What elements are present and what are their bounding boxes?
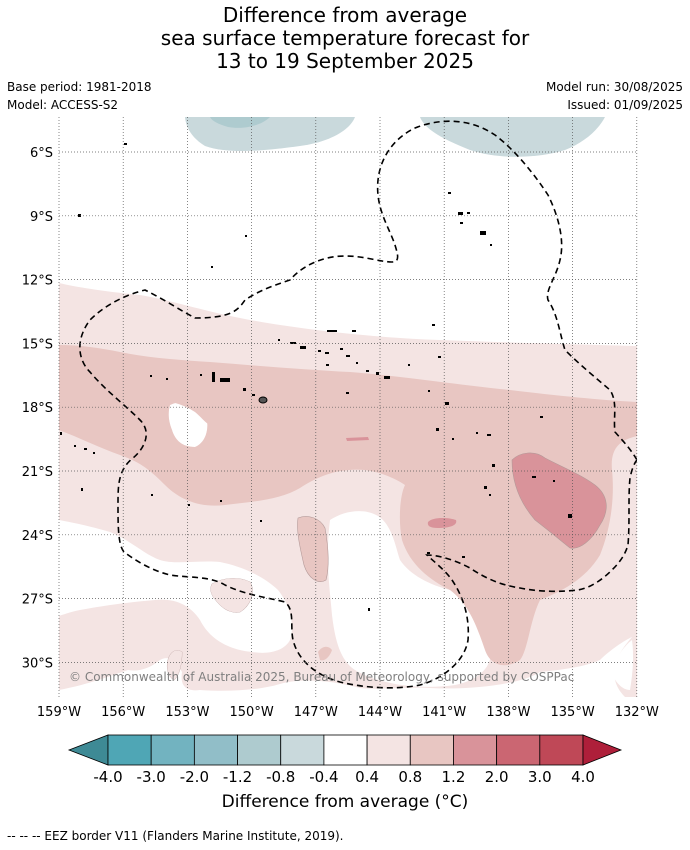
meta-right: Model run: 30/08/2025 Issued: 01/09/2025 <box>546 78 683 114</box>
lat-label: 12°S <box>22 274 53 289</box>
colorbar-tick: -2.0 <box>180 768 209 786</box>
latitude-labels: 6°S 9°S 12°S 15°S 18°S 21°S 24°S 27°S 30°S <box>22 146 53 671</box>
colorbar-bin <box>193 734 238 766</box>
graticule <box>58 117 638 697</box>
colorbar-bin <box>453 734 498 766</box>
longitude-labels: 159°W 156°W 153°W 150°W 147°W 144°W 141°W 138°W… <box>37 705 659 720</box>
cool-anomaly-region-east <box>420 117 605 157</box>
colorbar-extend-low <box>67 734 109 766</box>
lon-label: 153°W <box>165 705 209 720</box>
neutral-zone-central <box>327 511 491 687</box>
model-run: Model run: 30/08/2025 <box>545 80 683 94</box>
colorbar-bin <box>496 734 541 766</box>
colorbar-tick: -4.0 <box>93 768 122 786</box>
colorbar-bin <box>107 734 152 766</box>
lat-label: 27°S <box>22 593 53 608</box>
issued-date: Issued: 01/09/2025 <box>567 98 683 112</box>
lat-label: 21°S <box>22 465 53 480</box>
eez-border <box>79 120 637 689</box>
colorbar-tick: 0.4 <box>355 768 379 786</box>
lat-label: 6°S <box>30 146 53 161</box>
title-line-3: 13 to 19 September 2025 <box>216 49 474 73</box>
colorbar-bin <box>237 734 282 766</box>
copyright-text: © Commonwealth of Australia 2025, Bureau… <box>69 670 574 684</box>
colorbar-bin <box>150 734 195 766</box>
warm-anomaly-isolated-1 <box>297 516 329 582</box>
lon-label: 144°W <box>358 705 402 720</box>
colorbar-tick: 4.0 <box>571 768 595 786</box>
colorbar-tick: -3.0 <box>137 768 166 786</box>
lon-label: 141°W <box>422 705 466 720</box>
title-line-2: sea surface temperature forecast for <box>160 26 530 50</box>
lon-label: 138°W <box>486 705 530 720</box>
warm-anomaly-mid <box>59 345 637 666</box>
lat-label: 30°S <box>22 656 53 671</box>
footnote-eez: -- -- -- EEZ border V11 (Flanders Marine… <box>7 829 344 843</box>
meta-left: Base period: 1981-2018 Model: ACCESS-S2 <box>7 78 152 114</box>
lon-label: 159°W <box>37 705 81 720</box>
lon-label: 147°W <box>294 705 338 720</box>
colorbar-bin <box>539 734 584 766</box>
base-period: Base period: 1981-2018 <box>7 80 152 94</box>
colorbar-tick: 2.0 <box>485 768 509 786</box>
neutral-zone-southeast <box>610 640 634 690</box>
colorbar-label: Difference from average (°C) <box>221 792 469 812</box>
islands <box>60 143 572 611</box>
colorbar-bin <box>366 734 411 766</box>
colorbar <box>67 734 623 766</box>
lon-label: 156°W <box>101 705 145 720</box>
lat-label: 15°S <box>22 337 53 352</box>
warm-anomaly-patch-southwest <box>167 650 182 680</box>
map-title: Difference from average sea surface temp… <box>0 4 690 73</box>
title-line-1: Difference from average <box>222 3 468 27</box>
lat-label: 9°S <box>30 210 53 225</box>
warm-anomaly-mid-hole <box>100 360 470 429</box>
warm-anomaly-isolated-2 <box>318 646 332 661</box>
colorbar-tick: 3.0 <box>528 768 552 786</box>
lon-label: 135°W <box>551 705 595 720</box>
warm-anomaly-high-small <box>427 517 457 528</box>
colorbar-tick: 0.8 <box>398 768 422 786</box>
lon-label: 150°W <box>230 705 274 720</box>
lon-label: 132°W <box>615 705 659 720</box>
neutral-zone-south <box>59 520 292 653</box>
lat-label: 24°S <box>22 529 53 544</box>
model-name: Model: ACCESS-S2 <box>7 98 119 112</box>
colorbar-tick: -0.8 <box>266 768 295 786</box>
colorbar-tick: -1.2 <box>223 768 252 786</box>
colorbar-bin <box>280 734 325 766</box>
warm-anomaly-patch-south <box>210 578 253 613</box>
colorbar-tick: -0.4 <box>309 768 338 786</box>
colorbar-extend-high <box>582 734 623 766</box>
warm-anomaly-high-streak <box>346 437 369 441</box>
colorbar-bin <box>323 734 368 766</box>
lat-label: 18°S <box>22 401 53 416</box>
cool-anomaly-region-west-core <box>210 117 270 128</box>
colorbar-tick-labels: -4.0 -3.0 -2.0 -1.2 -0.8 -0.4 0.4 0.8 1.2 2.0 3.0 4… <box>93 768 595 786</box>
colorbar-bin <box>409 734 454 766</box>
colorbar-tick: 1.2 <box>442 768 466 786</box>
